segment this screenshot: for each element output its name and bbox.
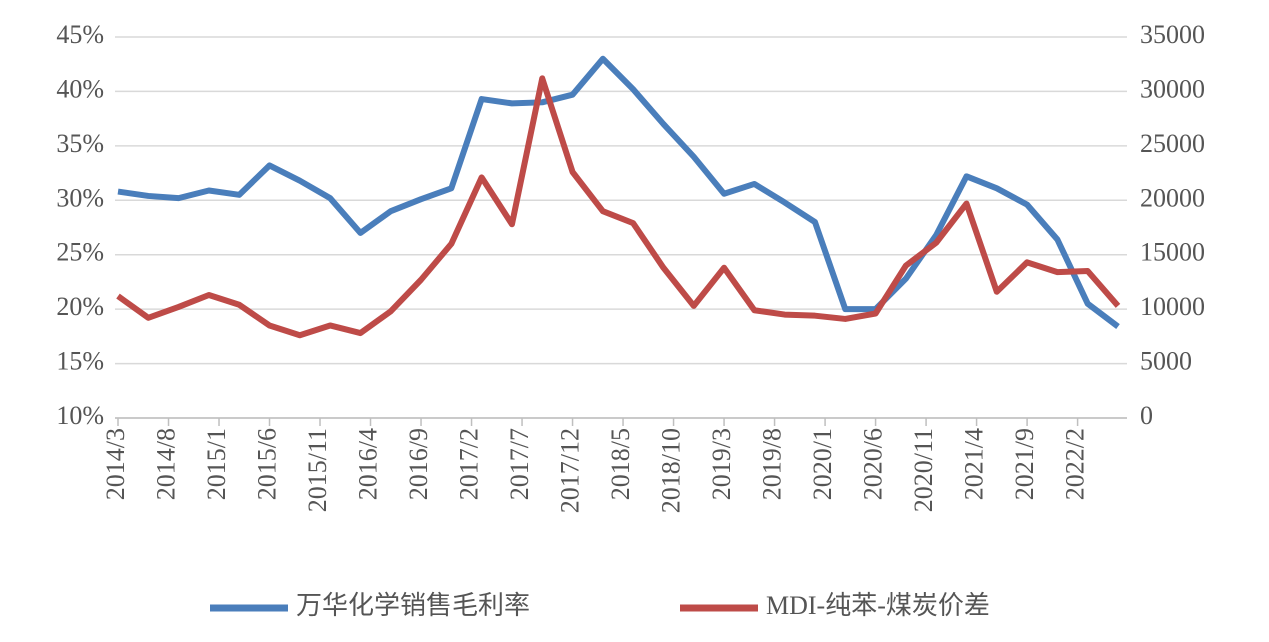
y2-tick-label: 25000 — [1140, 129, 1205, 158]
x-tick-label: 2018/10 — [657, 428, 686, 513]
y-tick-label: 15% — [56, 347, 104, 376]
x-tick-label: 2016/4 — [353, 428, 382, 500]
x-tick-label: 2015/1 — [202, 428, 231, 500]
x-tick-label: 2020/6 — [859, 428, 888, 500]
x-tick-label: 2021/9 — [1010, 428, 1039, 500]
x-tick-label: 2020/11 — [909, 428, 938, 512]
x-tick-label: 2015/6 — [252, 428, 281, 500]
legend-label: 万华化学销售毛利率 — [296, 591, 530, 620]
x-tick-label: 2021/4 — [960, 428, 989, 500]
legend-label: MDI-纯苯-煤炭价差 — [766, 591, 990, 620]
x-tick-label: 2018/5 — [606, 428, 635, 500]
x-tick-label: 2015/11 — [303, 428, 332, 512]
x-tick-label: 2022/2 — [1061, 428, 1090, 500]
y-tick-label: 40% — [56, 74, 104, 103]
y-tick-label: 10% — [56, 401, 104, 430]
x-tick-label: 2019/8 — [758, 428, 787, 500]
x-tick-label: 2014/8 — [151, 428, 180, 500]
x-tick-label: 2020/1 — [808, 428, 837, 500]
y2-tick-label: 5000 — [1140, 347, 1192, 376]
y-tick-label: 20% — [56, 292, 104, 321]
series-line — [117, 55, 1120, 329]
y2-tick-label: 0 — [1140, 401, 1153, 430]
x-tick-label: 2017/12 — [556, 428, 585, 513]
x-tick-label: 2017/2 — [455, 428, 484, 500]
y2-tick-label: 20000 — [1140, 183, 1205, 212]
y2-tick-label: 30000 — [1140, 74, 1205, 103]
y-tick-label: 30% — [56, 183, 104, 212]
y2-tick-label: 35000 — [1140, 20, 1205, 49]
y-tick-label: 35% — [56, 129, 104, 158]
x-tick-label: 2016/9 — [404, 428, 433, 500]
y-tick-label: 45% — [56, 20, 104, 49]
y2-tick-label: 15000 — [1140, 238, 1205, 267]
x-tick-label: 2017/7 — [505, 428, 534, 500]
y-tick-label: 25% — [56, 238, 104, 267]
series-line — [116, 75, 1121, 339]
x-tick-label: 2014/3 — [101, 428, 130, 500]
x-tick-label: 2019/3 — [707, 428, 736, 500]
y2-tick-label: 10000 — [1140, 292, 1205, 321]
